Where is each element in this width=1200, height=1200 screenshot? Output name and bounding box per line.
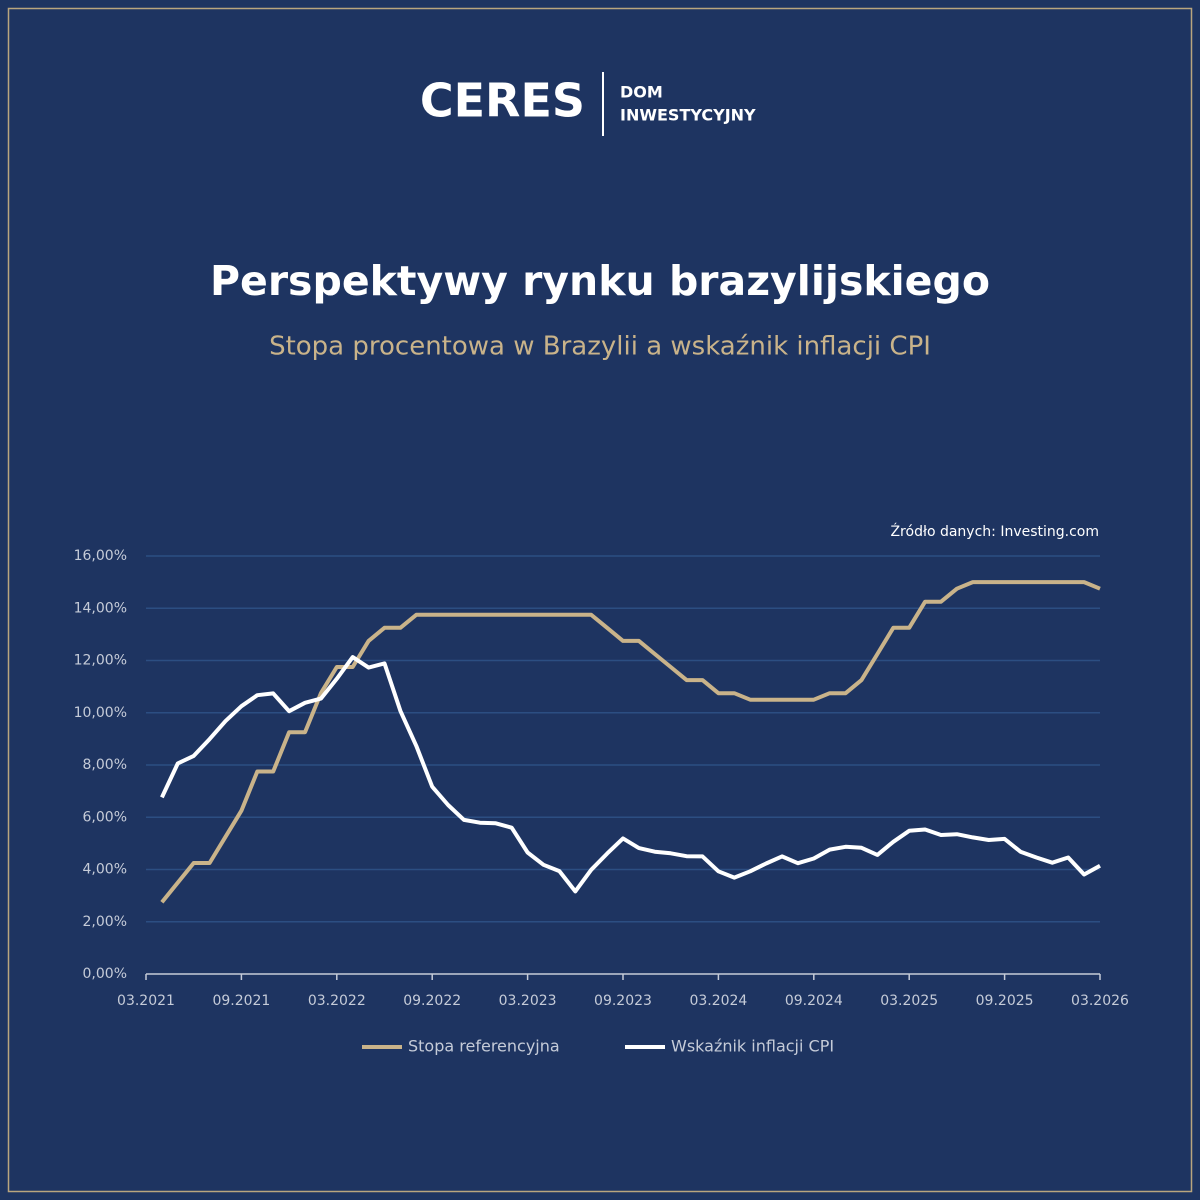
y-tick-label: 2,00% <box>83 914 127 930</box>
logo-tagline: DOM <box>620 83 663 102</box>
x-tick-label: 03.2024 <box>689 993 747 1009</box>
source-note: Źródło danych: Investing.com <box>890 522 1099 540</box>
logo-name: CERES <box>420 74 585 128</box>
chart-subtitle: Stopa procentowa w Brazylii a wskaźnik i… <box>269 332 931 362</box>
x-tick-label: 09.2022 <box>403 993 461 1009</box>
x-tick-label: 09.2024 <box>785 993 843 1009</box>
chart-title: Perspektywy rynku brazylijskiego <box>210 257 990 305</box>
frame <box>7 7 1193 1193</box>
legend-label: Wskaźnik inflacji CPI <box>671 1037 834 1056</box>
logo-tagline: INWESTYCYJNY <box>620 106 756 125</box>
y-tick-label: 4,00% <box>83 862 127 878</box>
x-tick-label: 03.2025 <box>880 993 938 1009</box>
y-tick-label: 14,00% <box>74 600 127 616</box>
y-tick-label: 16,00% <box>74 548 127 564</box>
y-tick-label: 12,00% <box>74 653 127 669</box>
legend-label: Stopa referencyjna <box>408 1037 560 1056</box>
y-tick-label: 0,00% <box>83 966 127 982</box>
series-line <box>160 655 1101 894</box>
x-tick-label: 03.2021 <box>117 993 175 1009</box>
y-tick-label: 6,00% <box>83 809 127 825</box>
x-tick-label: 03.2022 <box>308 993 366 1009</box>
x-tick-label: 09.2021 <box>212 993 270 1009</box>
y-tick-label: 10,00% <box>74 705 127 721</box>
x-tick-label: 03.2026 <box>1071 993 1129 1009</box>
x-tick-label: 09.2023 <box>594 993 652 1009</box>
x-tick-label: 03.2023 <box>499 993 557 1009</box>
x-tick-label: 09.2025 <box>976 993 1034 1009</box>
y-tick-label: 8,00% <box>83 757 127 773</box>
